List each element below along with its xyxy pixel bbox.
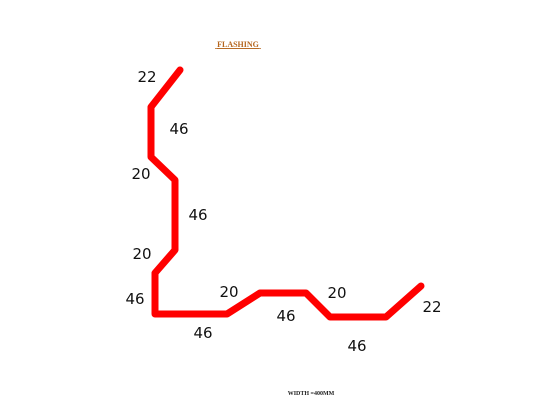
dimension-label-upper-vertical: 46 — [169, 120, 188, 138]
dimension-label-bottom-left: 46 — [193, 324, 212, 342]
dimension-label-lower-vertical: 46 — [125, 290, 144, 308]
dimension-label-upper-bend: 20 — [131, 165, 150, 183]
dimension-label-top-lip: 22 — [137, 68, 156, 86]
dimension-label-drop: 20 — [327, 284, 346, 302]
dimension-label-middle-vertical: 46 — [188, 206, 207, 224]
dimension-label-raised-segment: 46 — [276, 307, 295, 325]
dimension-label-first-rise: 20 — [219, 283, 238, 301]
width-note: WIDTH =400MM — [288, 391, 335, 397]
flashing-profile-line — [147, 66, 425, 321]
dimension-label-end-lip: 22 — [422, 298, 441, 316]
dimension-label-bottom-right: 46 — [347, 337, 366, 355]
dimension-label-lower-bend: 20 — [132, 245, 151, 263]
drawing-title: FLASHING — [217, 40, 259, 49]
